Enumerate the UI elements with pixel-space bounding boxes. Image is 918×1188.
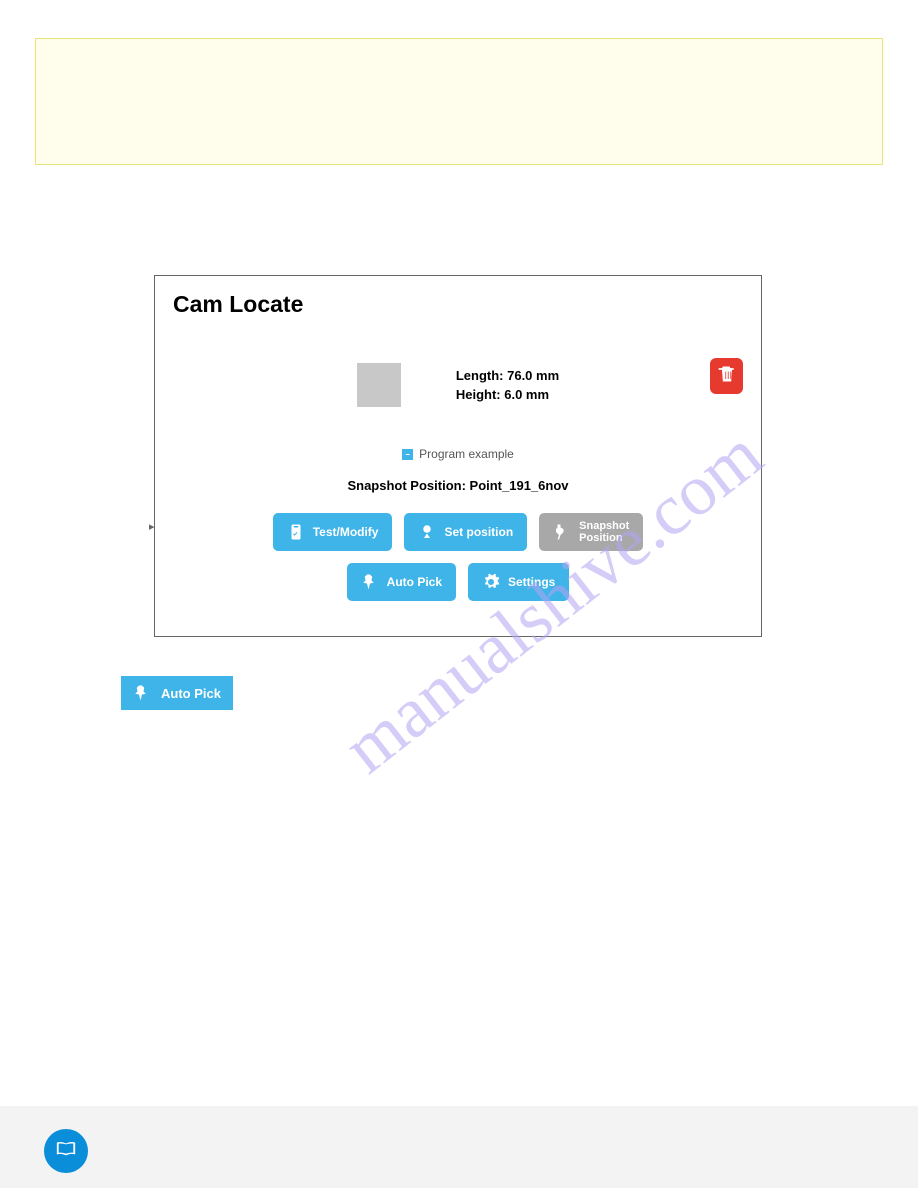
auto-pick-button[interactable]: Auto Pick	[347, 563, 456, 601]
test-modify-button[interactable]: Test/Modify	[273, 513, 393, 551]
set-position-button[interactable]: Set position	[404, 513, 527, 551]
info-row: Length: 76.0 mm Height: 6.0 mm	[173, 363, 743, 407]
pin-icon	[361, 573, 379, 591]
auto-pick-label: Auto Pick	[387, 575, 442, 589]
chevron-right-icon[interactable]: ▸	[149, 520, 155, 533]
program-example-label: Program example	[419, 447, 514, 461]
snapshot-position-label: Snapshot Position	[579, 520, 629, 544]
footer-bar	[0, 1106, 918, 1188]
buttons-row-2: Auto Pick Settings	[173, 563, 743, 601]
info-banner	[35, 38, 883, 165]
auto-pick-standalone-label: Auto Pick	[161, 686, 221, 701]
part-thumbnail	[357, 363, 401, 407]
panel-title: Cam Locate	[173, 291, 743, 318]
settings-label: Settings	[508, 575, 555, 589]
pin-icon	[133, 684, 151, 702]
cam-locate-panel: Cam Locate Length: 76.0 mm Height: 6.0 m…	[154, 275, 762, 637]
gear-icon	[482, 573, 500, 591]
footer-help-button[interactable]	[44, 1129, 88, 1173]
position-icon	[418, 523, 436, 541]
checkbox-icon[interactable]: −	[402, 449, 413, 460]
test-modify-label: Test/Modify	[313, 525, 379, 539]
trash-icon	[717, 363, 737, 390]
snapshot-position-text: Snapshot Position: Point_191_6nov	[173, 478, 743, 493]
auto-pick-standalone-button[interactable]: Auto Pick	[121, 676, 233, 710]
clipboard-icon	[287, 523, 305, 541]
book-icon	[55, 1140, 77, 1163]
settings-button[interactable]: Settings	[468, 563, 569, 601]
height-value: Height: 6.0 mm	[456, 385, 559, 405]
program-example-row: − Program example	[173, 447, 743, 461]
set-position-label: Set position	[444, 525, 513, 539]
delete-button[interactable]	[710, 358, 743, 394]
length-value: Length: 76.0 mm	[456, 366, 559, 386]
buttons-row-1: Test/Modify Set position Snapshot Positi…	[173, 513, 743, 551]
dimensions-text: Length: 76.0 mm Height: 6.0 mm	[456, 366, 559, 405]
robot-icon	[553, 523, 571, 541]
snapshot-position-button[interactable]: Snapshot Position	[539, 513, 643, 551]
